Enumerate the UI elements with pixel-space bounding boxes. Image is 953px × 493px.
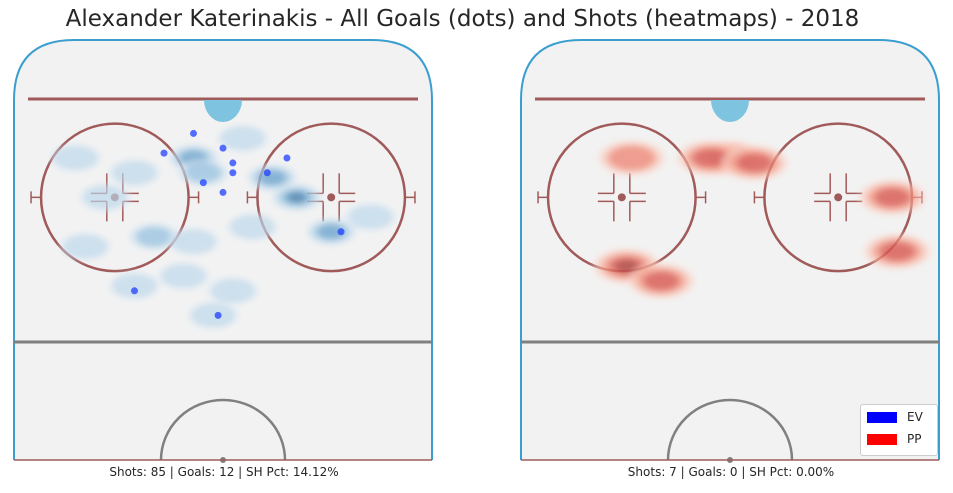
chart-title: Alexander Katerinakis - All Goals (dots)… bbox=[65, 6, 860, 32]
goal-dot bbox=[219, 188, 227, 196]
heatmap-contour bbox=[112, 274, 157, 298]
heatmap-contour bbox=[83, 185, 127, 209]
left-panel-caption: Shots: 85 | Goals: 12 | SH Pct: 14.12% bbox=[109, 465, 339, 479]
heatmap-contour bbox=[880, 242, 914, 261]
rink-ice bbox=[14, 40, 432, 460]
heatmap-contour bbox=[162, 264, 206, 288]
heatmap-contour bbox=[230, 215, 275, 239]
legend-label-pp: PP bbox=[907, 432, 922, 446]
heatmap-contour bbox=[348, 205, 393, 229]
legend-label-ev: EV bbox=[907, 410, 923, 424]
goal-dot bbox=[130, 287, 138, 295]
heatmap-contour bbox=[136, 227, 172, 246]
goal-dot bbox=[219, 144, 227, 152]
heatmap-contour bbox=[186, 163, 221, 183]
goal-dot bbox=[214, 311, 222, 319]
goal-dot bbox=[229, 169, 237, 177]
faceoff-dot bbox=[617, 193, 626, 202]
heatmap-contour bbox=[875, 188, 909, 207]
right-rink bbox=[520, 39, 940, 463]
goal-crease bbox=[711, 100, 749, 122]
goal-dot bbox=[229, 159, 237, 167]
legend-item-pp: PP bbox=[867, 432, 921, 446]
heatmap-contour bbox=[609, 146, 655, 170]
heatmap-contour bbox=[259, 170, 285, 185]
heatmap-contour bbox=[318, 224, 344, 239]
goal-dot bbox=[160, 149, 168, 157]
heatmap-contour bbox=[693, 149, 727, 167]
heatmap-contour bbox=[288, 192, 306, 202]
center-circle bbox=[666, 398, 794, 461]
heatmap-contour bbox=[191, 303, 235, 327]
goal-dot bbox=[337, 228, 345, 236]
heatmap-contour bbox=[112, 161, 157, 185]
heatmap-contour bbox=[171, 229, 216, 254]
left-rink bbox=[13, 39, 433, 463]
heatmap-contour bbox=[53, 146, 98, 170]
heatmap-contour bbox=[644, 272, 678, 290]
legend-swatch-pp bbox=[867, 433, 897, 445]
goal-dot bbox=[263, 169, 271, 177]
legend-swatch-ev bbox=[867, 411, 897, 423]
heatmap-contour bbox=[211, 279, 255, 303]
right-panel-caption: Shots: 7 | Goals: 0 | SH Pct: 0.00% bbox=[627, 465, 835, 479]
faceoff-dot bbox=[327, 193, 336, 202]
rink-boards bbox=[13, 39, 433, 460]
heatmap-layer bbox=[592, 140, 932, 299]
heatmap-contour bbox=[737, 154, 772, 172]
goal-dot bbox=[199, 179, 207, 187]
heatmap-contour bbox=[221, 126, 265, 150]
rink-boards bbox=[520, 39, 940, 460]
heatmap-layer bbox=[49, 124, 397, 330]
goal-dot bbox=[283, 154, 291, 162]
legend: EV PP bbox=[860, 404, 938, 456]
center-circle bbox=[159, 398, 287, 461]
legend-item-ev: EV bbox=[867, 410, 923, 424]
goal-dot bbox=[189, 129, 197, 137]
heatmap-contour bbox=[615, 260, 638, 272]
goal-crease bbox=[204, 100, 242, 122]
faceoff-dot bbox=[834, 193, 843, 202]
heatmap-contour bbox=[63, 234, 107, 259]
